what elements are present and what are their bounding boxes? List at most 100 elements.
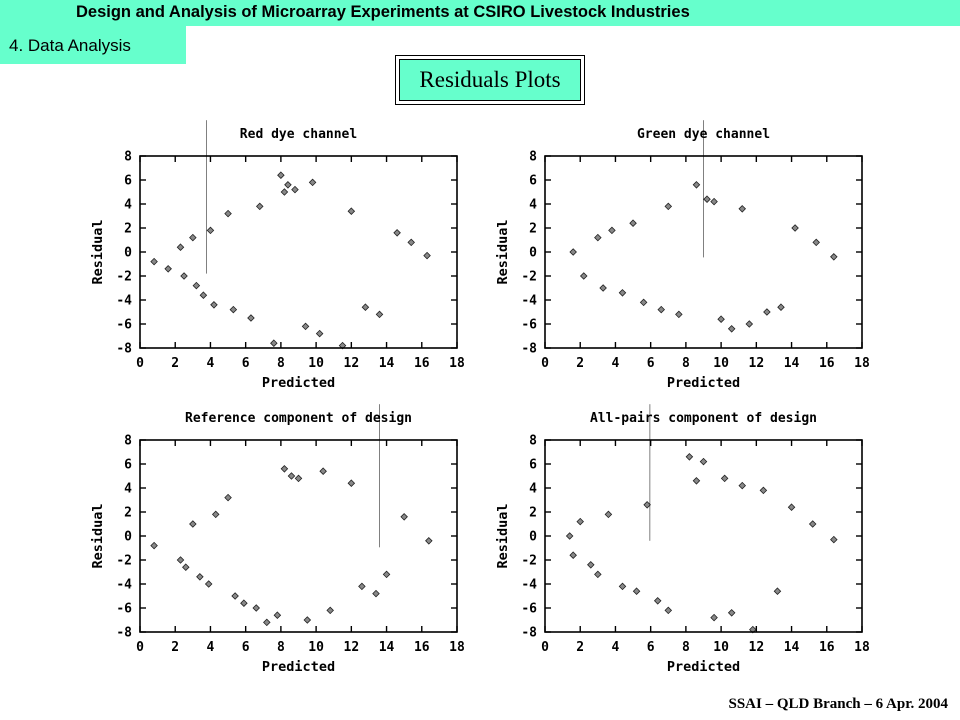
x-tick-label: 10: [308, 640, 324, 655]
scatter-point: [763, 308, 771, 316]
scatter-point: [812, 238, 820, 247]
scatter-point: [423, 251, 431, 260]
scatter-point: [240, 599, 248, 607]
scatter-point: [639, 298, 648, 307]
scatter-point: [604, 510, 613, 519]
x-tick-label: 14: [379, 356, 395, 371]
scatter-point: [180, 272, 188, 280]
scatter-point: [594, 233, 602, 242]
header-bar: Design and Analysis of Microarray Experi…: [0, 0, 960, 26]
scatter-point: [699, 457, 708, 466]
scatter-point: [199, 291, 208, 299]
scatter-point: [692, 477, 701, 485]
y-tick-label: -8: [116, 342, 132, 357]
x-tick-label: 0: [136, 640, 144, 655]
scatter-point: [703, 195, 711, 203]
y-tick-label: -2: [521, 270, 537, 285]
scatter-point: [229, 305, 238, 314]
scatter-outliers: [565, 453, 838, 634]
scatter-point: [653, 597, 662, 605]
scatter-point: [280, 465, 289, 473]
x-tick-label: 16: [819, 640, 835, 655]
plot-frame: [544, 439, 863, 633]
y-tick-label: 8: [124, 434, 132, 449]
footer-credit: SSAI – QLD Branch – 6 Apr. 2004: [728, 696, 949, 712]
y-tick-label: 2: [124, 506, 132, 521]
scatter-point: [252, 604, 260, 612]
y-tick-label: -6: [116, 602, 132, 617]
x-tick-label: 12: [344, 356, 360, 371]
x-tick-label: 10: [713, 640, 729, 655]
y-tick-label: 0: [529, 530, 537, 545]
scatter-point: [224, 209, 232, 218]
scatter-point: [273, 611, 282, 619]
x-tick-label: 16: [414, 356, 430, 371]
x-tick-label: 8: [682, 640, 690, 655]
y-tick-label: -8: [521, 342, 537, 357]
y-tick-label: -6: [521, 602, 537, 617]
y-tick-label: 6: [529, 174, 537, 189]
scatter-point: [808, 520, 817, 528]
scatter-point: [618, 582, 627, 591]
y-tick-label: 0: [529, 246, 537, 261]
x-tick-label: 14: [379, 640, 395, 655]
scatter-point: [270, 339, 278, 347]
scatter-point: [587, 561, 595, 569]
y-tick-label: -2: [116, 554, 132, 569]
scatter-point: [720, 474, 729, 483]
y-tick-label: -4: [116, 294, 132, 309]
y-tick-label: -4: [521, 294, 537, 309]
scatter-point: [263, 618, 271, 627]
scatter-point: [675, 310, 683, 319]
scatter-point: [791, 224, 799, 232]
x-tick-label: 16: [414, 640, 430, 655]
slide-title: Residuals Plots: [399, 59, 581, 101]
chart-all-pairs-component: All-pairs component of design 0 2 4 6 8 10 12 14…: [495, 404, 870, 675]
section-label: 4. Data Analysis: [9, 36, 131, 55]
scatter-point: [308, 178, 317, 187]
x-tick-label: 18: [854, 356, 870, 371]
scatter-point: [303, 616, 312, 624]
scatter-point: [247, 314, 255, 322]
scatter-point: [164, 265, 172, 273]
y-tick-label: -2: [116, 270, 132, 285]
y-axis-label: Residual: [90, 219, 106, 284]
scatter-point: [777, 303, 785, 311]
y-tick-label: -2: [521, 554, 537, 569]
scatter-point: [382, 570, 391, 579]
scatter-point: [830, 253, 838, 261]
scatter-point: [664, 202, 673, 211]
scatter-point: [657, 305, 665, 314]
scatter-point: [176, 243, 185, 251]
scatter-point: [150, 257, 158, 266]
plot-frame: [139, 155, 458, 349]
scatter-point: [206, 226, 215, 235]
scatter-outliers: [150, 171, 431, 350]
scatter-point: [294, 474, 303, 483]
x-tick-label: 2: [576, 356, 584, 371]
y-tick-label: 6: [124, 458, 132, 473]
x-tick-label: 2: [576, 640, 584, 655]
scatter-point: [727, 325, 736, 333]
y-tick-label: 6: [124, 174, 132, 189]
scatter-point: [579, 272, 588, 280]
scatter-point: [287, 472, 296, 480]
scatter-point: [618, 289, 627, 297]
y-tick-label: 8: [124, 150, 132, 165]
scatter-point: [361, 303, 370, 311]
x-tick-label: 8: [277, 640, 285, 655]
scatter-point: [738, 205, 747, 213]
scatter-point: [347, 479, 356, 487]
scatter-point: [594, 570, 602, 579]
x-tick-label: 2: [171, 640, 179, 655]
scatter-point: [319, 467, 327, 475]
y-tick-label: 6: [529, 458, 537, 473]
x-tick-label: 12: [749, 640, 765, 655]
x-tick-label: 18: [854, 640, 870, 655]
x-tick-label: 6: [647, 356, 655, 371]
scatter-point: [211, 510, 220, 519]
scatter-point: [196, 573, 204, 581]
chart-red-dye-channel: Red dye channel 0 2 4 6 8 10 12 14 16 18 8 6 4 2 0 -2 -4 -…: [90, 120, 465, 391]
x-axis-label: Predicted: [262, 659, 335, 675]
